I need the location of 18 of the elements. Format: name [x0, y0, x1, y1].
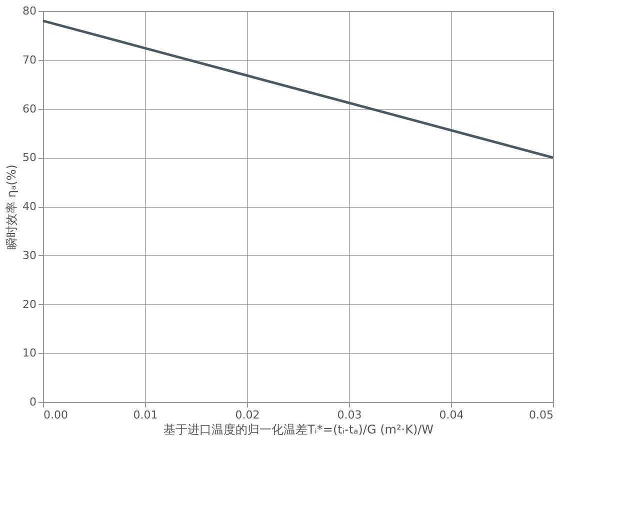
y-tick-label: 70 — [22, 53, 36, 66]
y-tick-label: 40 — [22, 200, 36, 213]
x-tick-label: 0.04 — [439, 408, 464, 422]
y-tick-label: 10 — [22, 346, 36, 360]
x-axis-title: 基于进口温度的归一化温差Tᵢ*=(tᵢ-tₐ)/G (m²·K)/W — [163, 422, 434, 436]
y-tick-label: 60 — [22, 102, 36, 116]
x-tick-label: 0.05 — [529, 408, 554, 422]
x-tick-label: 0.00 — [44, 408, 68, 422]
y-tick-label: 0 — [30, 396, 36, 408]
y-tick-label: 80 — [22, 4, 36, 18]
y-tick-label: 30 — [22, 248, 36, 262]
x-tick-label: 0.02 — [235, 408, 260, 422]
y-tick-label: 50 — [22, 151, 36, 164]
y-axis-title: 瞬时效率 ηₐ(%) — [4, 164, 19, 250]
x-tick-label: 0.03 — [337, 408, 362, 422]
line-series — [42, 20, 554, 159]
x-tick-label: 0.01 — [133, 408, 158, 422]
y-tick-label: 20 — [22, 298, 36, 311]
